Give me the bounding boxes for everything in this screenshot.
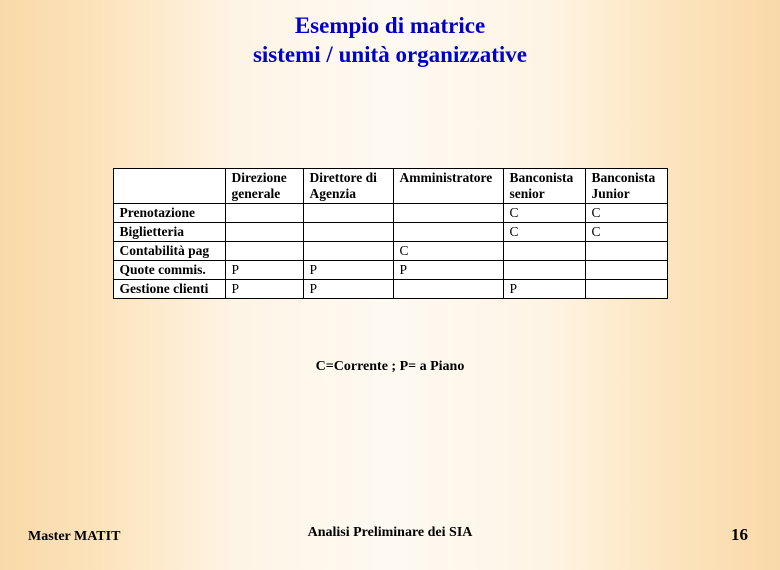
table-row: Biglietteria C C bbox=[113, 222, 667, 241]
row-header: Prenotazione bbox=[113, 203, 225, 222]
col-header: Banconista Junior bbox=[585, 168, 667, 203]
page-number: 16 bbox=[731, 525, 748, 545]
cell: P bbox=[225, 260, 303, 279]
footer-left: Master MATIT bbox=[28, 529, 120, 545]
table-row: Prenotazione C C bbox=[113, 203, 667, 222]
table-row: Quote commis. P P P bbox=[113, 260, 667, 279]
slide-footer: Master MATIT Analisi Preliminare dei SIA… bbox=[0, 525, 780, 545]
row-header: Contabilità pag bbox=[113, 241, 225, 260]
col-header: Direttore di Agenzia bbox=[303, 168, 393, 203]
cell bbox=[393, 222, 503, 241]
cell: C bbox=[503, 203, 585, 222]
cell bbox=[225, 203, 303, 222]
col-header: Direzione generale bbox=[225, 168, 303, 203]
cell: P bbox=[303, 260, 393, 279]
title-line-2: sistemi / unità organizzative bbox=[253, 42, 527, 67]
cell bbox=[225, 241, 303, 260]
cell: C bbox=[585, 222, 667, 241]
cell bbox=[585, 260, 667, 279]
cell: P bbox=[393, 260, 503, 279]
cell: P bbox=[303, 279, 393, 298]
corner-cell bbox=[113, 168, 225, 203]
title-line-1: Esempio di matrice bbox=[295, 13, 485, 38]
cell bbox=[393, 279, 503, 298]
cell: C bbox=[503, 222, 585, 241]
cell bbox=[393, 203, 503, 222]
table-row: Contabilità pag C bbox=[113, 241, 667, 260]
cell: P bbox=[503, 279, 585, 298]
cell: C bbox=[585, 203, 667, 222]
table-header-row: Direzione generale Direttore di Agenzia … bbox=[113, 168, 667, 203]
row-header: Gestione clienti bbox=[113, 279, 225, 298]
row-header: Biglietteria bbox=[113, 222, 225, 241]
matrix-table: Direzione generale Direttore di Agenzia … bbox=[113, 168, 668, 299]
slide-title: Esempio di matrice sistemi / unità organ… bbox=[0, 0, 780, 70]
cell bbox=[303, 203, 393, 222]
footer-center: Analisi Preliminare dei SIA bbox=[308, 525, 473, 541]
cell bbox=[303, 222, 393, 241]
cell bbox=[225, 222, 303, 241]
table-row: Gestione clienti P P P bbox=[113, 279, 667, 298]
cell: C bbox=[393, 241, 503, 260]
cell: P bbox=[225, 279, 303, 298]
col-header: Amministratore bbox=[393, 168, 503, 203]
col-header: Banconista senior bbox=[503, 168, 585, 203]
cell bbox=[303, 241, 393, 260]
cell bbox=[585, 279, 667, 298]
cell bbox=[585, 241, 667, 260]
legend-text: C=Corrente ; P= a Piano bbox=[0, 359, 780, 375]
cell bbox=[503, 241, 585, 260]
cell bbox=[503, 260, 585, 279]
matrix-table-wrap: Direzione generale Direttore di Agenzia … bbox=[0, 168, 780, 299]
row-header: Quote commis. bbox=[113, 260, 225, 279]
